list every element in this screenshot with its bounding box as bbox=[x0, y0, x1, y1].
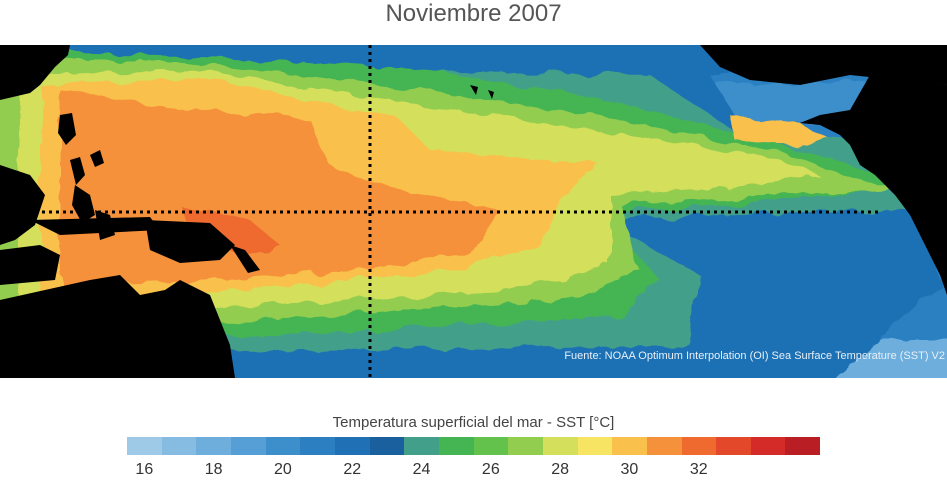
colorbar-swatch bbox=[612, 437, 647, 455]
colorbar-swatch bbox=[334, 437, 370, 455]
colorbar-swatch bbox=[230, 437, 266, 455]
colorbar-tick-label: 24 bbox=[412, 461, 431, 478]
colorbar-swatch bbox=[404, 437, 439, 455]
colorbar-swatch bbox=[750, 437, 786, 455]
colorbar-tick-label: 16 bbox=[135, 461, 154, 478]
source-credit: Fuente: NOAA Optimum Interpolation (OI) … bbox=[564, 350, 945, 362]
colorbar-swatch bbox=[300, 437, 335, 455]
colorbar-swatch bbox=[196, 437, 231, 455]
colorbar-swatch bbox=[785, 437, 821, 455]
colorbar-swatch bbox=[438, 437, 474, 455]
colorbar-swatch bbox=[646, 437, 682, 455]
colorbar-swatch bbox=[681, 437, 717, 455]
colorbar-tick-label: 18 bbox=[204, 461, 223, 478]
colorbar-swatch bbox=[369, 437, 405, 455]
colorbar-tick-label: 30 bbox=[620, 461, 639, 478]
colorbar-tick-label: 20 bbox=[274, 461, 292, 478]
sst-map bbox=[0, 45, 947, 378]
colorbar-swatch bbox=[508, 437, 543, 455]
colorbar-swatch bbox=[577, 437, 613, 455]
colorbar bbox=[127, 437, 821, 455]
colorbar-tick-label: 32 bbox=[689, 461, 708, 478]
colorbar-swatch bbox=[716, 437, 751, 455]
colorbar-swatch bbox=[161, 437, 197, 455]
colorbar-swatch bbox=[473, 437, 509, 455]
colorbar-tick-label: 26 bbox=[481, 461, 500, 478]
colorbar-swatch bbox=[265, 437, 301, 455]
colorbar-tick-label: 22 bbox=[343, 461, 362, 478]
land bbox=[0, 45, 947, 378]
colorbar-ticks: 16 18 20 22 24 26 28 30 32 bbox=[0, 461, 947, 480]
colorbar-title: Temperatura superficial del mar - SST [°… bbox=[332, 414, 615, 431]
colorbar-swatch bbox=[542, 437, 578, 455]
map-title: Noviembre 2007 bbox=[385, 0, 562, 27]
colorbar-tick-label: 28 bbox=[551, 461, 570, 478]
colorbar-swatch bbox=[127, 437, 162, 455]
